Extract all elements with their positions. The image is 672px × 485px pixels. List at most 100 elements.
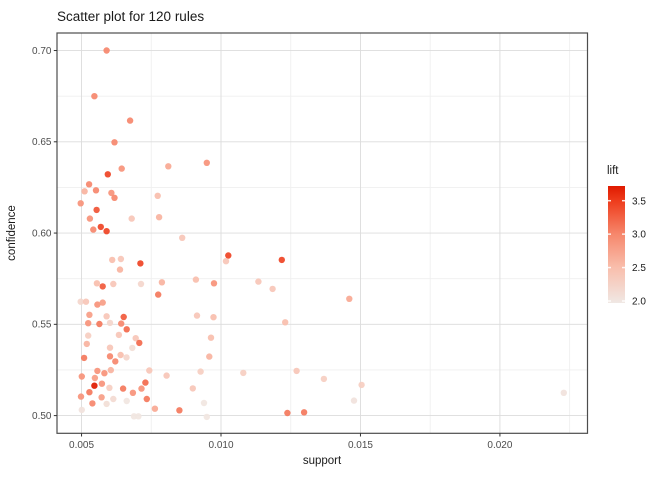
y-tick-label: 0.50 [32,411,52,422]
data-point [136,339,143,347]
data-point [320,375,328,383]
legend-tick-mark [622,199,625,202]
legend-tick-mark [622,300,625,302]
data-point [77,298,84,305]
data-point [120,313,127,321]
axis-layer: 0.005 0.010 0.015 0.020 0.50 0.55 0.60 0.65 0.70 [32,46,513,451]
data-point [300,409,308,416]
data-point [89,400,96,407]
data-point [106,344,114,351]
data-point [101,370,108,377]
data-point [210,314,217,321]
data-point [109,256,116,264]
data-point [78,406,86,414]
data-point [86,389,93,396]
data-point [197,368,204,375]
data-point [282,319,289,326]
chart-title: Scatter plot for 120 rules [57,9,204,24]
data-point [111,139,118,146]
data-point [93,280,101,287]
data-point [358,381,365,389]
data-point [155,291,162,298]
y-tick-label: 0.65 [32,137,52,148]
legend-tick-mark [608,233,611,235]
data-point [203,413,210,421]
x-tick-label: 0.020 [487,440,512,451]
data-point [222,258,230,265]
data-point [158,279,166,286]
data-point [146,367,153,374]
data-point [103,228,110,235]
legend-tick-label: 2.0 [632,297,646,308]
data-point [99,299,106,306]
data-point [104,171,112,178]
data-point [203,159,210,166]
data-point [85,320,92,327]
data-point [154,192,161,199]
data-point [132,335,139,342]
data-point [78,373,86,380]
data-point [206,353,213,360]
legend-tick-label: 3.0 [632,230,646,241]
x-tick-label: 0.010 [208,440,233,451]
data-point [77,200,84,207]
data-point [278,256,285,264]
data-point [110,395,117,403]
data-point [163,372,170,379]
data-point [240,369,247,377]
y-tick-label: 0.60 [32,228,52,239]
data-point [255,278,262,285]
data-point [94,301,101,308]
data-point [98,380,106,387]
data-point [86,311,93,318]
data-point [137,260,144,267]
data-point [96,320,103,328]
legend-gradient-bar [608,186,625,303]
data-point [81,188,88,195]
data-point [200,399,208,407]
data-point [189,385,196,392]
data-point [269,285,276,293]
data-point [82,298,90,305]
data-point [112,358,119,365]
data-point [210,280,218,287]
legend-tick-label: 2.5 [632,263,646,274]
legend-tick-mark [608,266,611,269]
legend-title: lift [607,165,619,177]
legend: lift 3.5 3.0 2.5 2.0 [607,165,646,308]
data-point [106,353,114,360]
legend-tick-mark [608,199,611,202]
data-point [119,385,127,392]
data-point [207,334,215,341]
data-point [103,47,110,54]
y-tick-label: 0.70 [32,46,52,57]
data-point [115,331,123,339]
data-point [225,252,232,259]
data-point [135,413,142,420]
data-point [118,165,125,172]
data-point [126,117,134,124]
data-point [117,255,125,263]
data-point [91,374,99,382]
data-point [92,187,100,194]
data-point [138,385,145,392]
data-point [142,379,149,386]
data-point [94,367,101,375]
data-point [129,389,137,396]
data-point [192,276,200,283]
data-point [86,215,94,222]
data-point [346,295,353,302]
data-point [77,393,85,400]
x-tick-label: 0.015 [348,440,373,451]
data-point [85,181,93,188]
data-point [118,320,125,327]
data-point [103,400,110,408]
scatter-points-layer [77,47,567,421]
x-axis-title: support [303,455,342,467]
data-point [123,397,130,405]
data-point [107,366,115,374]
data-point [90,226,97,233]
data-point [85,332,92,339]
data-point [97,223,105,231]
